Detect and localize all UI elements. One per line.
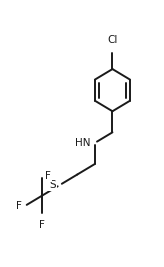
Text: F: F xyxy=(16,201,22,211)
Text: F: F xyxy=(39,220,45,230)
Text: S: S xyxy=(49,180,56,190)
Text: HN: HN xyxy=(75,138,90,148)
Text: F: F xyxy=(45,171,51,181)
Text: Cl: Cl xyxy=(107,35,118,45)
